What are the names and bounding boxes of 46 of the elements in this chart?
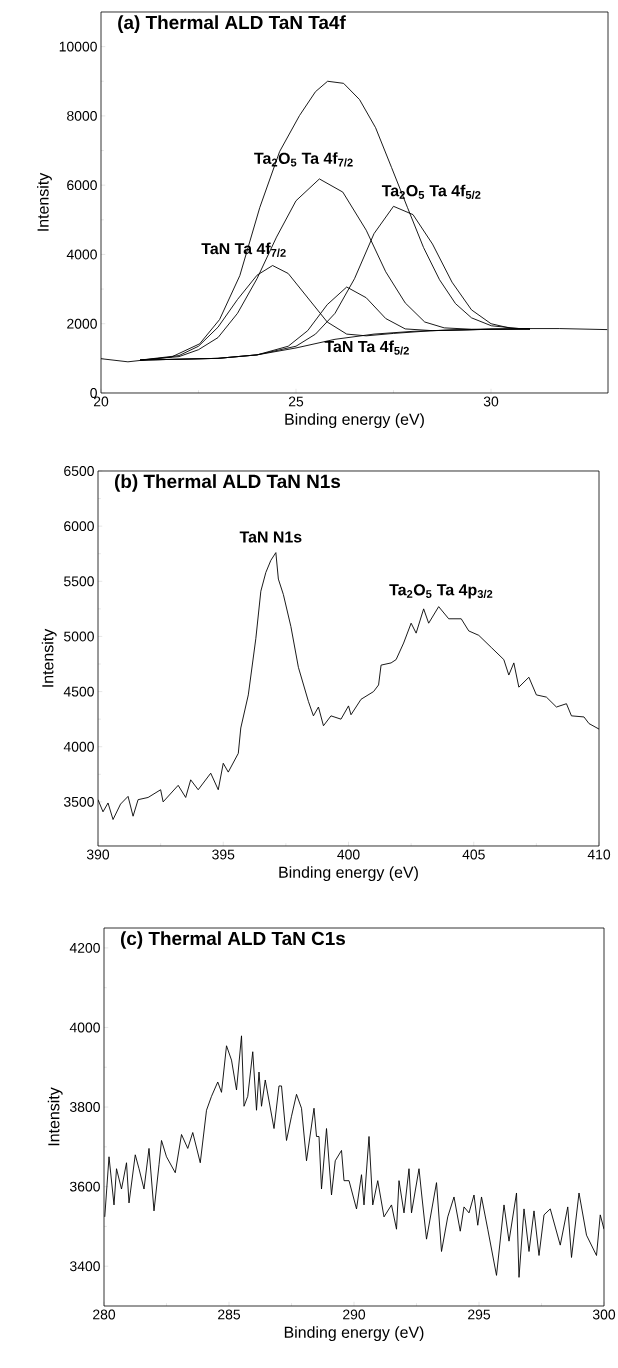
y-axis-title: Intensity [37, 172, 52, 231]
chart-title: (a) Thermal ALD TaN Ta4f [118, 15, 346, 33]
y-tick-label: 3500 [63, 796, 94, 807]
x-tick-label: 300 [592, 1309, 616, 1320]
annotation: Ta$_{2}$O$_{5}$ Ta 4f$_{5/2}$ [381, 184, 481, 199]
annotation: Ta$_{2}$O$_{5}$ Ta 4p$_{3/2}$ [389, 584, 493, 599]
y-tick-label: 4000 [69, 1022, 100, 1033]
y-tick-label: 3400 [69, 1261, 100, 1272]
y-tick-label: 6000 [64, 521, 94, 532]
x-tick-label: 405 [462, 849, 485, 860]
x-axis-title: Binding energy (eV) [285, 413, 424, 429]
chart-title: (c) Thermal ALD TaN C1s [120, 931, 346, 949]
x-tick-label: 290 [343, 1309, 366, 1320]
y-tick-label: 5000 [64, 631, 94, 642]
y-axis-title: Intensity [47, 1087, 63, 1146]
y-tick-label: 10000 [59, 41, 97, 52]
y-tick-label: 6000 [67, 180, 97, 191]
y-tick-label: 4000 [63, 741, 94, 752]
annotation: TaN Ta 4f$_{5/2}$ [324, 340, 409, 355]
y-tick-label: 6500 [64, 466, 94, 476]
x-axis-title: Binding energy (eV) [284, 1326, 424, 1342]
y-tick-label: 4000 [66, 249, 97, 260]
x-tick-label: 25 [288, 396, 304, 407]
y-tick-label: 3600 [69, 1181, 100, 1192]
y-tick-label: 5500 [64, 576, 94, 587]
x-tick-label: 395 [212, 849, 235, 860]
y-tick-label: 2000 [67, 318, 97, 329]
x-tick-label: 20 [93, 396, 109, 407]
x-tick-label: 295 [468, 1309, 491, 1320]
y-axis-title: Intensity [41, 628, 57, 687]
chart-title: (b) Thermal ALD TaN N1s [114, 474, 341, 492]
x-tick-label: 390 [86, 849, 110, 860]
annotation: TaN Ta 4f$_{7/2}$ [201, 242, 286, 257]
annotation: Ta$_{2}$O$_{5}$ Ta 4f$_{7/2}$ [254, 152, 353, 167]
x-tick-label: 410 [587, 849, 611, 860]
x-tick-label: 285 [218, 1309, 241, 1320]
y-tick-label: 4200 [69, 942, 100, 953]
y-tick-label: 3800 [69, 1102, 100, 1112]
x-tick-label: 30 [483, 396, 499, 407]
y-tick-label: 4500 [63, 686, 94, 697]
x-axis-title: Binding energy (eV) [279, 866, 418, 882]
x-tick-label: 400 [337, 849, 360, 860]
y-tick-label: 0 [90, 388, 97, 398]
y-tick-label: 8000 [67, 110, 97, 121]
x-tick-label: 280 [93, 1309, 116, 1320]
annotation: TaN N1s [239, 531, 302, 543]
